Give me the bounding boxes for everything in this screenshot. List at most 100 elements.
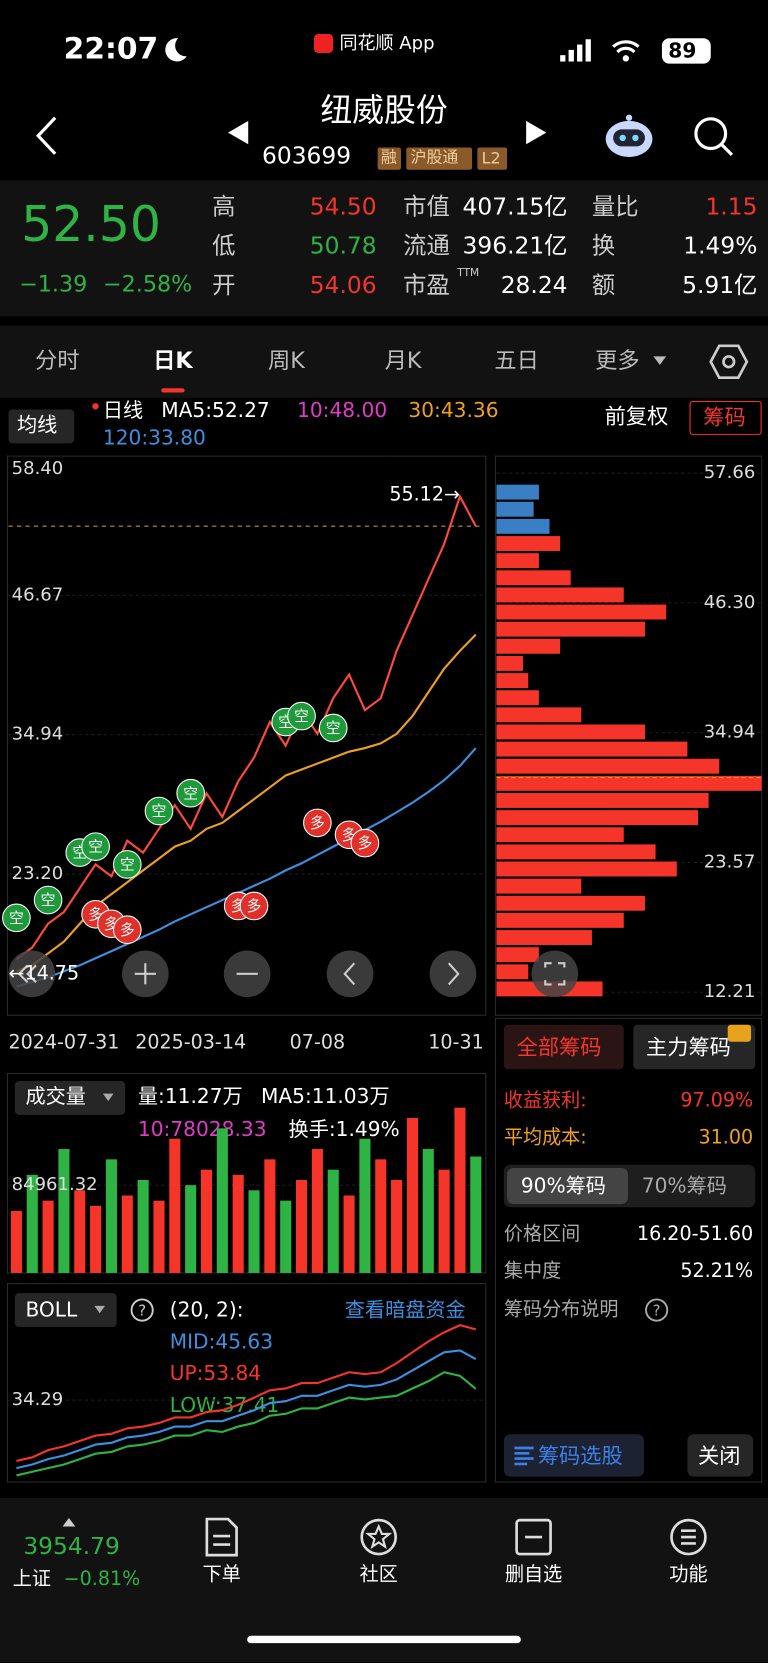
volume-indicator: 成交量 — [25, 1085, 86, 1109]
indicator-button[interactable] — [8, 409, 75, 444]
series-line — [15, 493, 477, 961]
cost: 31.00 — [698, 1126, 754, 1149]
tag: 融 — [380, 147, 397, 167]
extreme-label: 55.12→ — [389, 483, 460, 506]
volume-bar — [232, 1174, 244, 1273]
y-tick-label: 34.94 — [704, 722, 756, 743]
stat-label: 低 — [212, 233, 236, 260]
adjust[interactable]: 前复权 — [604, 403, 669, 429]
chip-bar — [496, 947, 539, 963]
prev-stock[interactable] — [225, 119, 253, 147]
volume-bar — [375, 1159, 387, 1273]
nav-label[interactable]: 社区 — [359, 1563, 398, 1586]
concentration: 52.21% — [680, 1260, 754, 1283]
tab[interactable]: 五日 — [494, 347, 539, 374]
change: −1.39 — [19, 271, 88, 298]
signal-marker — [81, 832, 110, 861]
tag: L2 — [481, 148, 501, 168]
tab[interactable]: 更多 — [595, 347, 640, 374]
signal-label: 空 — [9, 909, 24, 927]
index-value: 3954.79 — [23, 1533, 120, 1561]
chip-bar — [496, 484, 539, 500]
profit: 97.09% — [680, 1089, 754, 1112]
tab[interactable]: 周K — [267, 347, 305, 374]
tab-active[interactable]: 日K — [153, 347, 193, 374]
signal-label: 空 — [326, 719, 341, 737]
index-change: −0.81% — [63, 1567, 141, 1591]
chip-bar — [496, 793, 709, 808]
signal-label: 多 — [310, 814, 325, 832]
signal-label: 空 — [294, 707, 309, 725]
y-tick-label: 34.94 — [12, 724, 64, 745]
stat-label: 市值 — [403, 194, 450, 221]
chip-tab-active[interactable] — [503, 1024, 624, 1070]
stat-label: 换 — [591, 233, 616, 260]
chip-bar — [496, 536, 561, 551]
volume-bar — [74, 1190, 86, 1273]
nav-icon[interactable] — [359, 1517, 399, 1557]
volume-bar — [42, 1200, 54, 1273]
battery — [661, 38, 711, 64]
chip-bar — [496, 930, 592, 945]
legend-ma30: 30:43.36 — [408, 398, 499, 423]
nav-icon[interactable] — [668, 1517, 708, 1557]
nav-icon[interactable] — [203, 1517, 241, 1557]
robot-icon[interactable] — [603, 112, 656, 161]
y-tick-label: 46.30 — [704, 592, 756, 613]
volume-bar — [153, 1200, 165, 1273]
signal-marker — [318, 713, 348, 743]
y-tick-label: 84961.32 — [12, 1174, 98, 1195]
next-stock[interactable] — [522, 119, 550, 147]
chip-bar — [496, 707, 582, 723]
boll-mid: MID:45.63 — [169, 1330, 274, 1354]
range-option: 90%筹码 — [520, 1174, 606, 1198]
volume-bar — [105, 1159, 117, 1273]
signal-marker — [33, 885, 63, 915]
series-line — [16, 1371, 477, 1477]
tab[interactable]: 月K — [384, 347, 422, 374]
nav-label[interactable]: 功能 — [669, 1563, 708, 1586]
signal-marker — [239, 891, 269, 921]
dark-pool-link[interactable]: 查看暗盘资金 — [344, 1298, 466, 1322]
volume-bar — [391, 1180, 403, 1273]
x-tick-label: 10-31 — [428, 1030, 483, 1053]
signal-marker — [303, 808, 332, 838]
tag: 沪股通 — [410, 147, 459, 167]
settings-icon[interactable] — [709, 342, 749, 382]
chip-help[interactable]: 筹码分布说明 — [503, 1298, 619, 1321]
y-tick-label: 23.57 — [704, 851, 756, 872]
stat-value: 1.49% — [683, 233, 758, 260]
change-pct: −2.58% — [102, 271, 193, 298]
chips-button[interactable] — [689, 400, 762, 435]
volume-bar — [248, 1190, 260, 1273]
y-tick-label: 57.66 — [704, 462, 756, 483]
back-button[interactable] — [32, 115, 64, 157]
signal-marker — [112, 850, 142, 879]
signal-marker — [287, 701, 316, 731]
close-button[interactable] — [687, 1434, 754, 1477]
chip-bar — [496, 518, 550, 534]
stock-name: 纽威股份 — [320, 92, 448, 130]
tab[interactable]: 分时 — [35, 347, 80, 374]
search-icon[interactable] — [692, 115, 737, 160]
chart-controls[interactable] — [8, 950, 579, 998]
volume-bar — [327, 1169, 339, 1273]
nav-icon[interactable] — [513, 1517, 553, 1557]
svg-text:?: ? — [653, 1301, 661, 1319]
chip-select-button[interactable] — [503, 1434, 644, 1477]
range-option[interactable]: 70%筹码 — [641, 1174, 727, 1198]
nav-label[interactable]: 下单 — [202, 1563, 241, 1586]
nav-label[interactable]: 删自选 — [504, 1563, 563, 1586]
volume-bar — [200, 1169, 213, 1273]
y-tick-label: 34.29 — [12, 1389, 64, 1410]
stat-value: 396.21亿 — [462, 233, 568, 260]
indicator: 均线 — [16, 413, 58, 438]
y-tick-label: 12.21 — [704, 981, 756, 1002]
range-active[interactable] — [507, 1167, 628, 1205]
chip-select: 筹码选股 — [537, 1442, 623, 1469]
cost-label: 平均成本: — [503, 1126, 587, 1149]
boll-indicator: BOLL — [25, 1298, 78, 1322]
help-icon[interactable]: ? — [129, 1297, 154, 1322]
home-indicator — [247, 1635, 521, 1644]
